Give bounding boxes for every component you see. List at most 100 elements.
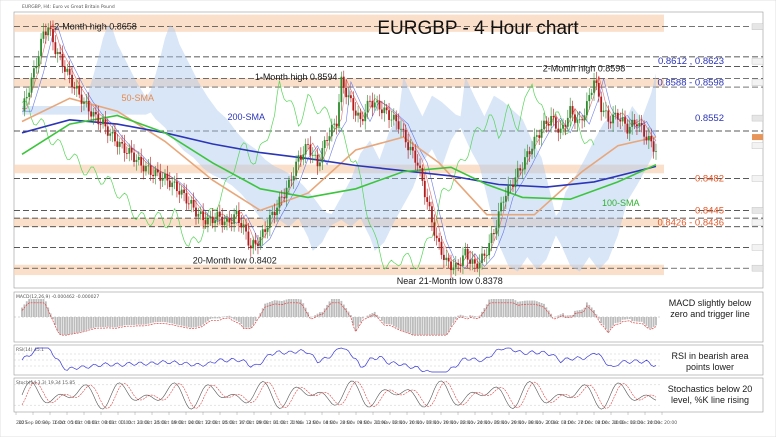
candle-body xyxy=(457,262,460,265)
macd-bar xyxy=(464,316,467,317)
macd-bar xyxy=(647,317,650,328)
candle xyxy=(104,110,107,135)
candle xyxy=(216,207,219,226)
candle xyxy=(466,243,469,269)
candle xyxy=(647,127,650,149)
candle xyxy=(612,106,614,132)
x-tick-label: 11 Nov 08:00 xyxy=(375,420,405,426)
macd-bar xyxy=(159,317,162,322)
candle-body xyxy=(316,154,319,167)
candle xyxy=(607,105,610,130)
macd-bar xyxy=(94,317,97,328)
x-tick-label: 22 Oct 00:00 xyxy=(205,420,234,426)
candle xyxy=(390,111,393,128)
candle-body xyxy=(176,181,178,192)
candle-body xyxy=(185,193,188,204)
candle xyxy=(342,70,345,94)
candle xyxy=(352,91,355,120)
macd-bar xyxy=(376,314,379,317)
macd-bar xyxy=(614,317,617,324)
candle xyxy=(66,63,69,76)
x-tick-label: 14 Dec 20:00 xyxy=(647,420,677,426)
macd-bar xyxy=(223,316,226,317)
candle xyxy=(297,150,300,170)
candle xyxy=(56,48,59,63)
candle-body xyxy=(423,180,426,198)
macd-bar xyxy=(23,304,26,317)
candle xyxy=(190,196,193,213)
macd-bar xyxy=(209,317,212,320)
candle xyxy=(433,214,436,242)
macd-bar xyxy=(173,317,176,325)
level-label-0-8588-0-8598: 0.8588 - 0.8598 xyxy=(657,78,724,89)
candle-body xyxy=(550,116,553,126)
candle-body xyxy=(85,100,88,102)
candle xyxy=(44,23,47,44)
candle xyxy=(183,182,185,202)
candle-body xyxy=(419,165,421,168)
x-tick-label: 8 Oct 00:00 xyxy=(105,420,132,426)
candle xyxy=(154,166,157,185)
stoch-d-line xyxy=(21,381,657,409)
macd-bar xyxy=(388,317,390,325)
candle xyxy=(640,114,643,133)
candle-body xyxy=(585,101,588,116)
candle-body xyxy=(521,169,524,171)
candle-body xyxy=(137,156,140,160)
candle xyxy=(388,103,390,129)
macd-bar xyxy=(423,317,426,335)
macd-bar xyxy=(75,317,78,333)
candle xyxy=(569,97,572,127)
candle xyxy=(307,138,309,150)
candle xyxy=(545,116,548,133)
x-tick-label: 1 Nov 12:00 xyxy=(291,420,319,426)
panel-comment-macd: zero and trigger line xyxy=(670,309,750,319)
candle-body xyxy=(466,248,469,260)
x-tick-label: 13 Dec 20:00 xyxy=(630,420,660,426)
candle-body xyxy=(319,162,321,167)
candle xyxy=(590,88,593,100)
candle xyxy=(164,169,166,186)
macd-bar xyxy=(104,317,107,328)
macd-bar xyxy=(168,317,171,323)
candle-body xyxy=(92,112,95,117)
candle-body xyxy=(237,210,240,224)
candle-body xyxy=(554,117,557,129)
candle-body xyxy=(452,267,455,271)
macd-bar xyxy=(207,317,209,321)
candle xyxy=(321,140,324,171)
candle-body xyxy=(90,111,93,117)
macd-bar xyxy=(152,317,154,323)
macd-bar xyxy=(509,299,512,317)
candle xyxy=(597,76,600,103)
macd-bar xyxy=(135,317,138,325)
macd-signal-line xyxy=(21,302,657,336)
macd-bar xyxy=(25,301,28,317)
x-tick-label: 6 Oct 00:00 xyxy=(88,420,115,426)
candle-body xyxy=(395,114,398,122)
candle xyxy=(445,249,448,266)
candle xyxy=(316,148,319,175)
candle xyxy=(37,50,40,74)
candle-body xyxy=(114,131,116,142)
x-tick-label: 29 Nov 08:00 xyxy=(511,420,541,426)
macd-bar xyxy=(335,299,338,317)
macd-bar xyxy=(438,317,441,335)
macd-bar xyxy=(276,300,278,317)
level-label-0-8426-0-8436: 0.8426 - 0.8436 xyxy=(657,217,724,228)
macd-bar xyxy=(40,299,42,317)
candle xyxy=(278,192,281,214)
macd-bar xyxy=(83,317,85,332)
candle xyxy=(528,146,531,163)
candle-body xyxy=(211,216,214,224)
candle-body xyxy=(354,110,357,116)
candle-body xyxy=(33,68,35,78)
candle xyxy=(237,202,240,232)
x-tick-label: 7 Dec 08:00 xyxy=(580,420,608,426)
panel-caption-stochastics: Stoch(14,3,3) 19.34 15.85 xyxy=(16,380,75,386)
macd-bar xyxy=(149,317,152,324)
candle xyxy=(114,123,116,147)
x-tick-label: 29 Oct 00:00 xyxy=(256,420,285,426)
candle xyxy=(159,163,162,190)
candle-body xyxy=(485,255,488,257)
